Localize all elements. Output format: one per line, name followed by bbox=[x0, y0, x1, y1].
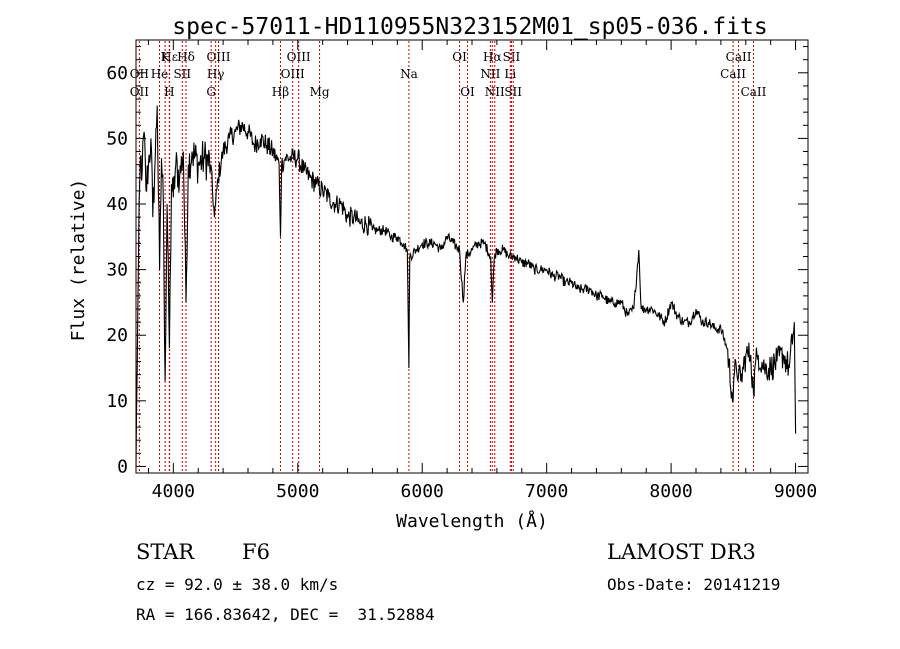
spectral-line-label: Li bbox=[504, 67, 516, 81]
y-tick-label: 40 bbox=[106, 194, 128, 215]
spectral-line-label: K bbox=[161, 50, 171, 64]
x-axis-label: Wavelength (Å) bbox=[396, 510, 548, 532]
spectral-line-label: CaII bbox=[726, 50, 752, 64]
spectral-line-label: Mg bbox=[310, 85, 330, 99]
redshift-cz: cz = 92.0 ± 38.0 km/s bbox=[136, 575, 339, 594]
y-tick-label: 10 bbox=[106, 391, 128, 412]
y-axis-label: Flux (relative) bbox=[68, 179, 89, 342]
coordinates: RA = 166.83642, DEC = 31.52884 bbox=[136, 605, 435, 624]
x-tick-label: 4000 bbox=[152, 481, 195, 502]
spectral-line-label: OII bbox=[130, 85, 150, 99]
object-subclass: F6 bbox=[242, 540, 270, 564]
spectral-line-label: CaII bbox=[741, 85, 767, 99]
x-tick-label: 9000 bbox=[774, 481, 817, 502]
chart-title: spec-57011-HD110955N323152M01_sp05-036.f… bbox=[172, 14, 767, 40]
spectral-line-label: H bbox=[164, 85, 174, 99]
x-tick-label: 6000 bbox=[401, 481, 444, 502]
spectral-line-label: CaII bbox=[720, 67, 746, 81]
object-class: STAR bbox=[136, 540, 195, 564]
spectral-line-label: NII bbox=[485, 85, 505, 99]
x-tick-label: 7000 bbox=[525, 481, 568, 502]
spectral-line-label: He bbox=[151, 67, 169, 81]
spectral-line-label: Na bbox=[400, 67, 418, 81]
spectral-line-label: OIII bbox=[206, 50, 230, 64]
survey-name: LAMOST DR3 bbox=[607, 540, 756, 564]
x-tick-label: 5000 bbox=[276, 481, 319, 502]
y-tick-label: 0 bbox=[117, 456, 128, 477]
spectral-line-label: SII bbox=[503, 50, 521, 64]
spectral-line-label: G bbox=[206, 85, 216, 99]
y-tick-label: 20 bbox=[106, 325, 128, 346]
spectral-line-label: OI bbox=[452, 50, 467, 64]
spectral-line-label: OII bbox=[130, 67, 150, 81]
obs-date: Obs-Date: 20141219 bbox=[607, 575, 781, 594]
spectral-line-label: Hγ bbox=[207, 67, 225, 81]
y-tick-label: 30 bbox=[106, 260, 128, 281]
spectral-line-label: Hα bbox=[483, 50, 502, 64]
spectral-line-label: OIII bbox=[287, 50, 311, 64]
spectral-line-label: OIII bbox=[281, 67, 305, 81]
x-tick-label: 8000 bbox=[649, 481, 692, 502]
spectral-line-label: SII bbox=[173, 67, 191, 81]
spectral-line-label: SII bbox=[504, 85, 522, 99]
spectral-line-label: Hβ bbox=[272, 85, 289, 99]
spectral-line-label: Hδ bbox=[177, 50, 195, 64]
y-tick-label: 60 bbox=[106, 63, 128, 84]
spectral-line-label: OI bbox=[460, 85, 475, 99]
plot-frame bbox=[135, 39, 809, 474]
y-tick-label: 50 bbox=[106, 128, 128, 149]
spectrum-line bbox=[135, 105, 797, 467]
spectral-line-label: NII bbox=[480, 67, 500, 81]
